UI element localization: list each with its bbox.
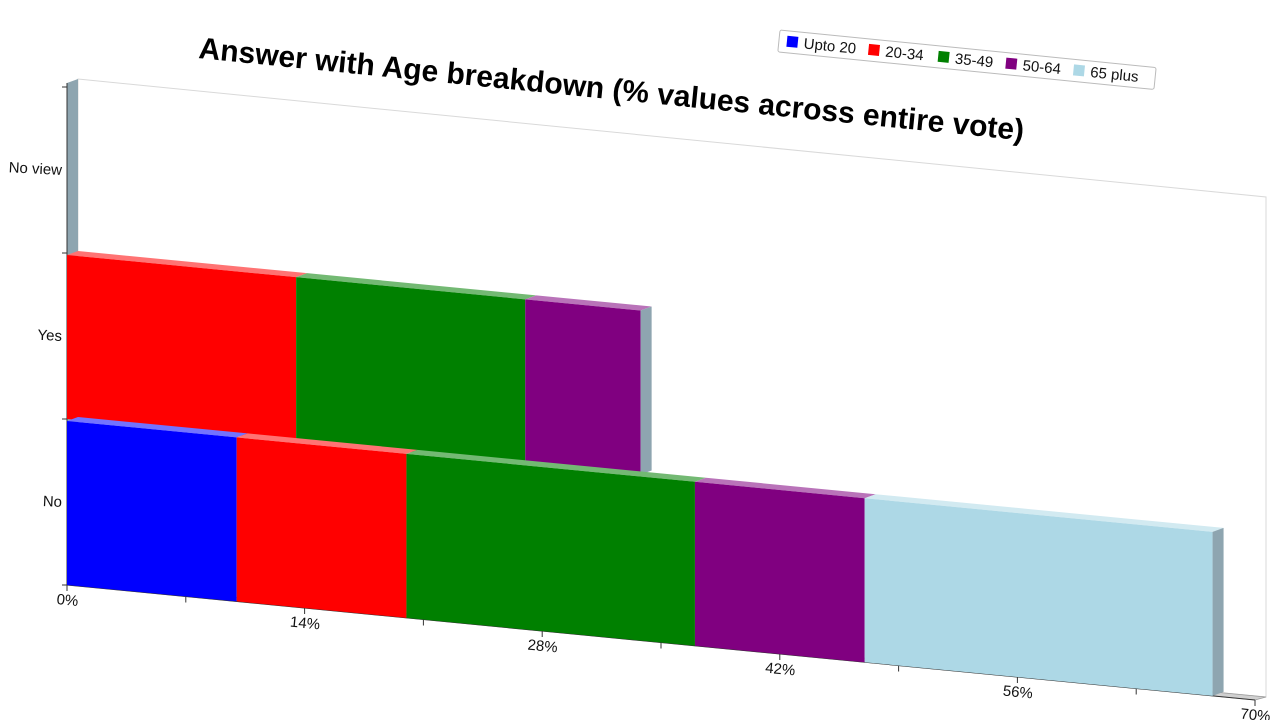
y-ticks-layer: No Yes No view: [8, 86, 67, 586]
bar-top-face: [406, 449, 706, 482]
legend-label: 50-64: [1022, 57, 1062, 78]
x-tick-label: 28%: [527, 637, 559, 657]
x-tick-label: 14%: [289, 614, 321, 634]
bar-top-face: [694, 477, 876, 499]
legend-swatch: [867, 43, 881, 56]
legend-label: 20-34: [884, 44, 924, 65]
legend-item: 50-64: [1005, 57, 1062, 78]
x-ticks-layer: 0% 14% 28% 42% 56% 70%: [56, 585, 1271, 720]
legend-swatch: [1005, 57, 1018, 70]
bar-end-cap: [1212, 527, 1224, 696]
bar-front-face: [236, 437, 407, 618]
x-tick-label: 42%: [764, 660, 796, 680]
legend-item: 20-34: [867, 43, 924, 65]
bar-top-face: [236, 433, 418, 454]
category-label: Yes: [37, 327, 62, 345]
legend-swatch: [786, 35, 799, 48]
bar-front-face: [694, 481, 865, 663]
bar-no-20-34: [236, 433, 418, 618]
x-tick-label: 0%: [56, 591, 79, 610]
bar-yes-20-34: [67, 251, 308, 442]
bar-no-50-64: [694, 477, 876, 663]
bars-layer: [67, 251, 1224, 696]
category-label: No: [42, 493, 62, 511]
bar-front-face: [525, 299, 641, 475]
category-label: No view: [8, 159, 62, 179]
legend-item: 35-49: [937, 50, 994, 72]
legend-swatch: [937, 50, 950, 63]
bar-top-face: [296, 273, 537, 300]
bar-no-35-49: [406, 449, 706, 646]
legend-label: 65 plus: [1089, 64, 1139, 86]
bar-top-face: [864, 494, 1224, 532]
legend-label: 35-49: [954, 51, 994, 72]
bar-top-face: [525, 295, 652, 311]
bar-end-cap: [640, 306, 652, 475]
bar-front-face: [67, 255, 297, 442]
bar-top-face: [67, 251, 308, 278]
legend-label: Upto 20: [803, 35, 857, 57]
bar-front-face: [406, 453, 695, 646]
bar-front-face: [67, 421, 237, 602]
legend: Upto 20 20-34 35-49 50-64 65 plus: [777, 29, 1157, 90]
bar-no-upto-20: [67, 417, 248, 602]
x-tick-label: 70%: [1240, 706, 1272, 720]
legend-item: Upto 20: [786, 35, 857, 58]
bar-top-face: [67, 417, 248, 438]
legend-swatch: [1072, 64, 1085, 77]
bar-front-face: [296, 277, 526, 464]
bar-yes-50-64: [525, 295, 652, 475]
x-tick-label: 56%: [1002, 683, 1034, 703]
bar-front-face: [864, 498, 1213, 696]
legend-items: Upto 20 20-34 35-49 50-64 65 plus: [786, 35, 1139, 86]
legend-item: 65 plus: [1072, 64, 1139, 86]
bar-yes-35-49: [296, 273, 537, 464]
bar-no-65-plus: [864, 494, 1224, 696]
